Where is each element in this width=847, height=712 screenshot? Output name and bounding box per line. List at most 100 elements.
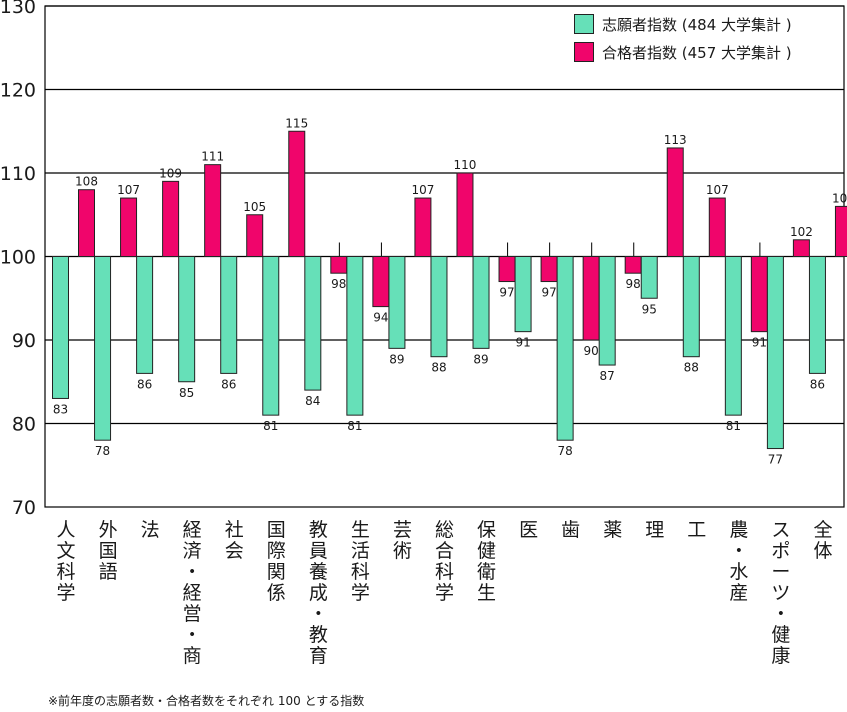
applicant-value-label: 81: [263, 419, 278, 433]
admitted-bar: [372, 256, 390, 308]
admitted-value-label: 98: [626, 277, 641, 291]
applicant-value-label: 86: [810, 377, 825, 391]
applicant-value-label: 84: [305, 394, 320, 408]
y-tick-label: 130: [0, 0, 36, 18]
admitted-bar: [162, 180, 180, 258]
category-label: 保健衛生: [477, 519, 496, 604]
y-tick-label: 70: [12, 497, 36, 519]
admitted-bar: [288, 130, 306, 257]
applicant-value-label: 78: [95, 444, 110, 458]
admitted-value-label: 108: [75, 175, 98, 189]
admitted-value-label: 98: [331, 277, 346, 291]
applicant-bar: [262, 256, 280, 416]
applicant-value-label: 83: [53, 402, 68, 416]
admitted-value-label: 91: [752, 336, 767, 350]
admitted-value-label: 97: [499, 286, 514, 300]
category-label: 歯: [561, 519, 580, 541]
category-label: 理: [645, 519, 664, 541]
applicant-value-label: 77: [768, 453, 783, 467]
admitted-bar: [540, 256, 558, 283]
category-label: 人文科学: [57, 519, 76, 604]
category-label: 農・水産: [729, 519, 748, 604]
applicant-value-label: 81: [347, 419, 362, 433]
admitted-value-label: 107: [706, 183, 729, 197]
legend-swatch-admitted: [574, 42, 594, 62]
admitted-bar: [834, 205, 847, 257]
applicant-bar: [808, 256, 826, 374]
legend-label-admitted: 合格者指数 (457 大学集計 ): [602, 43, 792, 62]
applicant-value-label: 85: [179, 386, 194, 400]
applicant-value-label: 86: [221, 377, 236, 391]
applicant-bar: [514, 256, 532, 333]
category-label: 国際関係: [267, 519, 286, 604]
admitted-value-label: 106: [832, 191, 847, 205]
applicant-value-label: 86: [137, 377, 152, 391]
legend: 志願者指数 (484 大学集計 ) 合格者指数 (457 大学集計 ): [574, 10, 792, 66]
admitted-bar: [666, 147, 684, 257]
legend-label-applicants: 志願者指数 (484 大学集計 ): [602, 15, 792, 34]
admitted-value-label: 97: [541, 286, 556, 300]
applicant-value-label: 78: [557, 444, 572, 458]
applicant-value-label: 95: [642, 302, 657, 316]
category-label: 外国語: [99, 519, 118, 583]
admitted-bar: [330, 256, 348, 274]
category-label: 法: [141, 519, 160, 541]
admitted-value-label: 105: [243, 200, 266, 214]
y-tick-label: 80: [12, 414, 36, 436]
admitted-bar: [582, 256, 600, 341]
admitted-value-label: 102: [790, 225, 813, 239]
applicant-bar: [304, 256, 322, 391]
category-label: 生活科学: [351, 519, 370, 604]
admitted-bar: [498, 256, 516, 283]
admitted-value-label: 110: [454, 158, 477, 172]
admitted-value-label: 111: [201, 150, 224, 164]
admitted-bar: [246, 214, 264, 257]
admitted-bar: [624, 256, 642, 274]
category-label: 総合科学: [435, 519, 454, 604]
category-label: 社会: [225, 519, 244, 562]
applicant-bar: [220, 256, 238, 374]
admitted-bar: [792, 239, 810, 258]
applicant-bar: [472, 256, 490, 349]
applicant-value-label: 89: [473, 352, 488, 366]
category-label: 経済・経営・商: [183, 519, 202, 667]
y-tick-label: 120: [0, 80, 36, 102]
admitted-bar: [414, 197, 432, 258]
category-label: 薬: [603, 519, 622, 541]
applicant-bar: [94, 256, 112, 441]
admitted-value-label: 107: [411, 183, 434, 197]
admitted-bar: [456, 172, 474, 257]
applicant-bar: [178, 256, 196, 383]
admitted-bar: [750, 256, 768, 333]
admitted-value-label: 90: [583, 344, 598, 358]
admitted-value-label: 94: [373, 311, 388, 325]
category-label: 医: [519, 519, 538, 541]
category-label: 全体: [813, 519, 832, 562]
applicant-bar: [640, 256, 658, 299]
admitted-value-label: 115: [285, 116, 308, 130]
legend-swatch-applicants: [574, 14, 594, 34]
y-tick-label: 110: [0, 163, 36, 185]
admitted-bar: [708, 197, 726, 258]
category-label: 教員養成・教育: [309, 519, 328, 667]
bars: [52, 130, 847, 450]
category-labels: 人文科学 外国語 法 経済・経営・商 社会 国際関係 教員養成・教育 生活科学 芸術 総合科学 保健…: [57, 519, 833, 667]
applicant-bar: [556, 256, 574, 441]
applicant-bar: [682, 256, 700, 358]
applicant-bar: [388, 256, 406, 349]
category-label: 芸術: [393, 519, 412, 562]
applicant-value-label: 87: [600, 369, 615, 383]
admitted-bar: [120, 197, 138, 258]
admitted-bar: [204, 164, 222, 257]
category-label: 工: [687, 519, 706, 541]
applicant-value-label: 81: [726, 419, 741, 433]
admitted-value-label: 109: [159, 166, 182, 180]
applicant-value-label: 91: [515, 336, 530, 350]
applicant-value-label: 88: [684, 361, 699, 375]
applicant-bar: [136, 256, 154, 374]
applicant-bar: [724, 256, 742, 416]
applicant-bar: [346, 256, 364, 416]
data-labels: 83 108 78 107 86 109 85 111 86 105 81 115 84 98 81 94 89…: [53, 116, 847, 466]
legend-item-applicants: 志願者指数 (484 大学集計 ): [574, 10, 792, 38]
